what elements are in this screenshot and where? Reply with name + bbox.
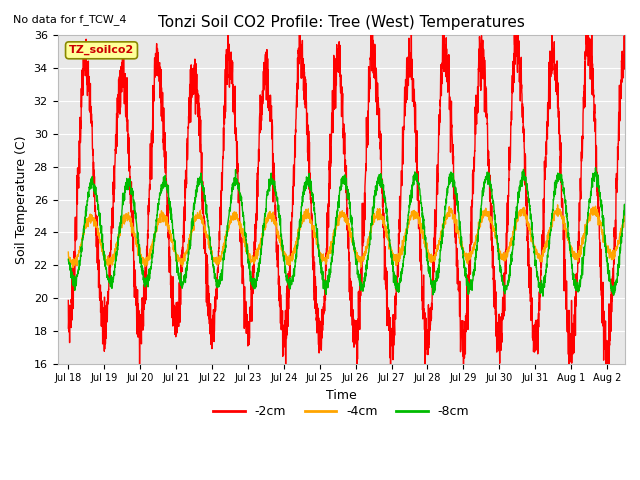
Y-axis label: Soil Temperature (C): Soil Temperature (C) [15,135,28,264]
Text: No data for f_TCW_4: No data for f_TCW_4 [13,14,126,25]
Legend: -2cm, -4cm, -8cm: -2cm, -4cm, -8cm [209,400,474,423]
X-axis label: Time: Time [326,389,356,402]
Title: Tonzi Soil CO2 Profile: Tree (West) Temperatures: Tonzi Soil CO2 Profile: Tree (West) Temp… [158,15,525,30]
Text: TZ_soilco2: TZ_soilco2 [69,45,134,56]
